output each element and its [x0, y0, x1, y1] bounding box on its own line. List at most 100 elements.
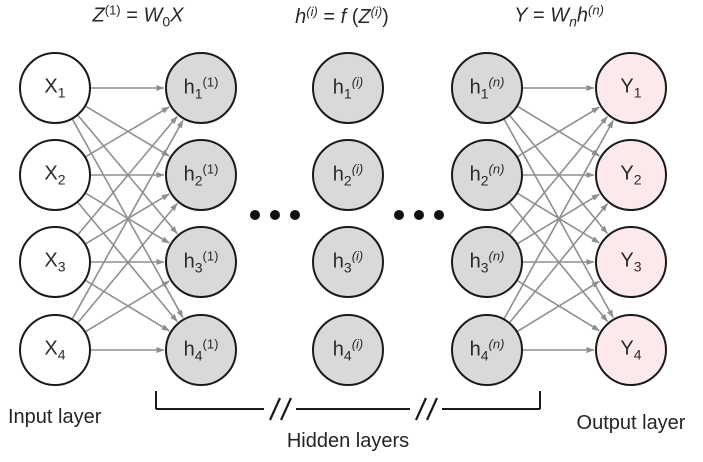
text-segment: (i): [306, 4, 318, 19]
node-circle-hidden-i-4: [312, 314, 384, 386]
text-segment: f: [340, 6, 347, 28]
text-segment: 4: [343, 347, 352, 364]
text-segment: (1): [104, 2, 121, 18]
text-segment: (: [346, 6, 359, 28]
text-segment: (i): [370, 4, 383, 19]
edge-input-2-to-hidden-1-1: [85, 106, 170, 158]
formula-first-hidden-preactivation: Z(1) = W0X: [93, 4, 184, 29]
text-segment: Z: [92, 4, 105, 27]
text-segment: Y: [620, 75, 634, 98]
text-segment: Y: [514, 4, 528, 27]
node-circle-hidden-1-2: [165, 139, 237, 211]
text-segment: 3: [633, 258, 642, 275]
node-circle-hidden-1-3: [165, 226, 237, 298]
text-segment: h: [469, 338, 481, 361]
node-label-hidden-n-1: h1(n): [470, 76, 505, 101]
text-segment: h: [469, 163, 481, 186]
edge-input-4-to-hidden-1-2: [77, 202, 178, 323]
node-label-hidden-i-1: h1(i): [333, 76, 363, 101]
text-segment: 4: [633, 346, 642, 363]
text-segment: 1: [480, 85, 489, 102]
text-segment: X: [44, 249, 58, 272]
node-label-hidden-i-3: h3(i): [333, 250, 363, 275]
text-segment: 1: [343, 85, 352, 102]
text-segment: h: [332, 250, 344, 273]
node-circle-hidden-n-3: [451, 226, 523, 298]
edge-hidden-n-4-to-output-2: [509, 203, 609, 323]
text-segment: h: [183, 338, 195, 361]
text-segment: h: [576, 4, 589, 27]
node-label-output-1: Y1: [620, 77, 641, 100]
text-segment: 2: [633, 171, 642, 188]
node-circle-hidden-1-1: [165, 52, 237, 124]
text-segment: 2: [57, 171, 66, 188]
node-label-hidden-1-3: h3(1): [184, 250, 219, 275]
node-circle-hidden-n-4: [451, 314, 523, 386]
text-segment: 1: [57, 84, 66, 101]
node-label-output-2: Y2: [620, 164, 641, 187]
node-circle-hidden-i-1: [312, 52, 384, 124]
text-segment: 3: [480, 259, 489, 276]
node-label-output-3: Y3: [620, 251, 641, 274]
text-segment: h: [332, 338, 344, 361]
input-layer-caption: Input layer: [8, 406, 102, 428]
text-segment: h: [295, 6, 307, 28]
text-segment: 4: [480, 347, 489, 364]
text-segment: W: [550, 4, 570, 27]
node-circle-hidden-i-3: [312, 226, 384, 298]
text-segment: (1): [202, 161, 219, 177]
edge-hidden-n-2-to-output-1: [517, 106, 600, 158]
formula-output: Y = Wnh(n): [514, 4, 604, 29]
text-segment: Y: [620, 162, 634, 185]
node-label-hidden-1-2: h2(1): [184, 163, 219, 188]
text-segment: =: [527, 4, 551, 27]
text-segment: (n): [588, 2, 604, 18]
node-circle-input-3: [19, 226, 91, 298]
edge-input-4-to-hidden-1-3: [85, 280, 170, 333]
text-segment: 4: [194, 347, 203, 364]
edge-hidden-n-4-to-output-1: [503, 119, 614, 319]
text-segment: (i): [351, 74, 364, 90]
text-segment: (1): [202, 74, 219, 90]
text-segment: Z: [358, 6, 371, 28]
node-circle-output-2: [595, 139, 667, 211]
bracket-break-mark-1: [268, 397, 293, 421]
text-segment: (1): [202, 336, 219, 352]
text-segment: X: [170, 4, 184, 27]
edge-input-4-to-hidden-1-1: [71, 119, 184, 319]
text-segment: X: [44, 75, 58, 98]
ellipsis-dot-1-1: [250, 210, 260, 220]
text-segment: 1: [194, 85, 203, 102]
text-segment: ): [382, 6, 389, 28]
text-segment: h: [332, 163, 344, 186]
ellipsis-dot-2-2: [414, 210, 424, 220]
text-segment: 2: [480, 172, 489, 189]
text-segment: 3: [343, 259, 352, 276]
text-segment: h: [469, 76, 481, 99]
node-circle-output-4: [595, 314, 667, 386]
node-label-hidden-n-2: h2(n): [470, 163, 505, 188]
text-segment: =: [317, 6, 341, 28]
text-segment: 3: [57, 258, 66, 275]
text-segment: h: [469, 250, 481, 273]
node-circle-hidden-n-1: [451, 52, 523, 124]
text-segment: h: [183, 250, 195, 273]
text-segment: (n): [488, 336, 505, 352]
node-label-input-4: X4: [44, 339, 65, 362]
node-circle-input-1: [19, 52, 91, 124]
text-segment: h: [332, 76, 344, 99]
node-circle-input-4: [19, 314, 91, 386]
text-segment: n: [569, 13, 577, 30]
node-label-hidden-i-4: h4(i): [333, 338, 363, 363]
node-label-hidden-i-2: h2(i): [333, 163, 363, 188]
node-label-hidden-n-4: h4(n): [470, 338, 505, 363]
node-circle-input-2: [19, 139, 91, 211]
ellipsis-dot-1-2: [270, 210, 280, 220]
node-label-input-1: X1: [44, 77, 65, 100]
text-segment: h: [183, 163, 195, 186]
text-segment: (n): [488, 161, 505, 177]
text-segment: 2: [194, 172, 203, 189]
text-segment: Y: [620, 249, 634, 272]
text-segment: (n): [488, 74, 505, 90]
